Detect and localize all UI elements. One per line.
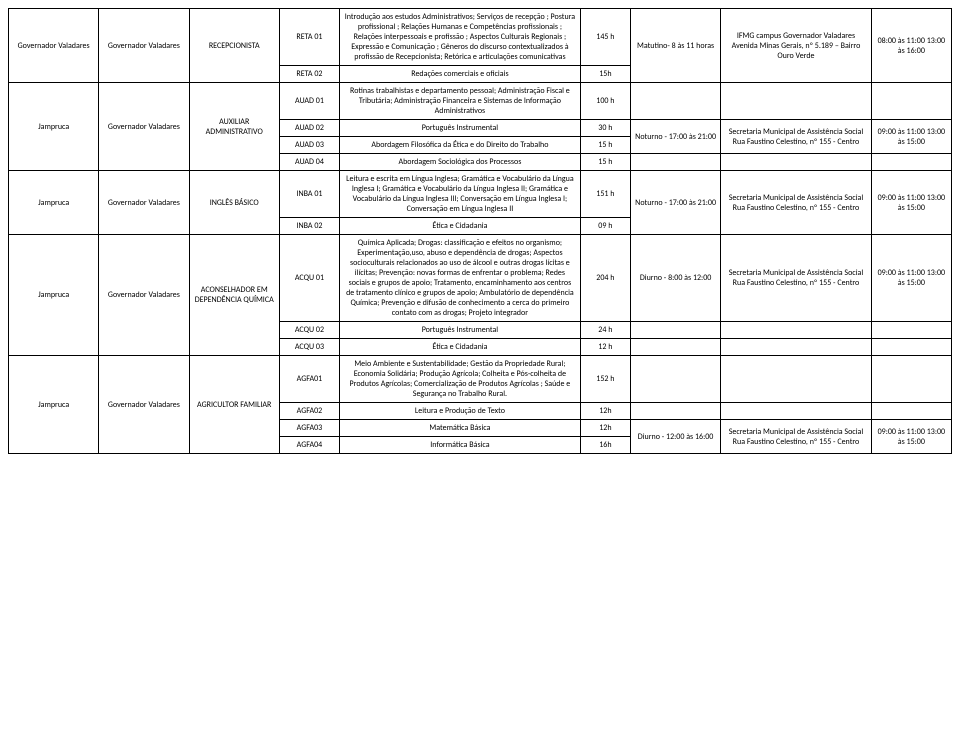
empty-cell (721, 403, 871, 420)
module-desc: Matemática Básica (340, 420, 581, 437)
empty-cell (871, 83, 951, 120)
module-code: AGFA01 (279, 356, 339, 403)
location-cell: Secretaria Municipal de Assistência Soci… (721, 171, 871, 235)
module-hours: 145 h (580, 9, 630, 66)
module-desc: Informática Básica (340, 437, 581, 454)
empty-cell (721, 83, 871, 120)
table-row: Governador ValadaresGovernador Valadares… (9, 9, 952, 66)
empty-cell (630, 356, 720, 403)
module-hours: 151 h (580, 171, 630, 218)
module-code: AGFA02 (279, 403, 339, 420)
empty-cell (871, 322, 951, 339)
region-cell: Governador Valadares (99, 235, 189, 356)
module-desc: Introdução aos estudos Administrativos; … (340, 9, 581, 66)
module-hours: 15 h (580, 154, 630, 171)
course-cell: INGLÊS BÁSICO (189, 171, 279, 235)
empty-cell (871, 403, 951, 420)
module-code: ACQU 02 (279, 322, 339, 339)
module-desc: Ética e Cidadania (340, 218, 581, 235)
course-cell: AGRICULTOR FAMILIAR (189, 356, 279, 454)
module-code: RETA 02 (279, 66, 339, 83)
time-cell: 08:00 às 11:00 13:00 às 16:00 (871, 9, 951, 83)
city-cell: Jampruca (9, 171, 99, 235)
module-code: AUAD 01 (279, 83, 339, 120)
module-desc: Rotinas trabalhistas e departamento pess… (340, 83, 581, 120)
empty-cell (630, 403, 720, 420)
location-cell: Secretaria Municipal de Assistência Soci… (721, 420, 871, 454)
table-row: JamprucaGovernador ValadaresAUXILIAR ADM… (9, 83, 952, 120)
module-desc: Abordagem Sociológica dos Processos (340, 154, 581, 171)
location-cell: IFMG campus Governador Valadares Avenida… (721, 9, 871, 83)
module-code: ACQU 03 (279, 339, 339, 356)
region-cell: Governador Valadares (99, 356, 189, 454)
empty-cell (721, 356, 871, 403)
module-hours: 152 h (580, 356, 630, 403)
shift-cell: Diurno - 12:00 às 16:00 (630, 420, 720, 454)
module-hours: 15 h (580, 137, 630, 154)
module-hours: 12h (580, 403, 630, 420)
module-code: AGFA03 (279, 420, 339, 437)
time-cell: 09:00 às 11:00 13:00 às 15:00 (871, 235, 951, 322)
empty-cell (721, 322, 871, 339)
module-code: INBA 01 (279, 171, 339, 218)
region-cell: Governador Valadares (99, 171, 189, 235)
module-desc: Ética e Cidadania (340, 339, 581, 356)
time-cell: 09:00 às 11:00 13:00 às 15:00 (871, 171, 951, 235)
module-code: AUAD 03 (279, 137, 339, 154)
module-desc: Leitura e escrita em Língua Inglesa; Gra… (340, 171, 581, 218)
module-hours: 12 h (580, 339, 630, 356)
course-table: Governador ValadaresGovernador Valadares… (8, 8, 952, 454)
empty-cell (721, 339, 871, 356)
empty-cell (630, 339, 720, 356)
location-cell: Secretaria Municipal de Assistência Soci… (721, 120, 871, 154)
module-code: AUAD 04 (279, 154, 339, 171)
module-code: RETA 01 (279, 9, 339, 66)
city-cell: Jampruca (9, 356, 99, 454)
empty-cell (871, 154, 951, 171)
table-row: JamprucaGovernador ValadaresAGRICULTOR F… (9, 356, 952, 403)
shift-cell: Diurno - 8:00 às 12:00 (630, 235, 720, 322)
empty-cell (630, 154, 720, 171)
course-cell: ACONSELHADOR EM DEPENDÊNCIA QUÍMICA (189, 235, 279, 356)
city-cell: Jampruca (9, 235, 99, 356)
module-desc: Meio Ambiente e Sustentabilidade; Gestão… (340, 356, 581, 403)
shift-cell: Matutino- 8 às 11 horas (630, 9, 720, 83)
time-cell: 09:00 às 11:00 13:00 às 15:00 (871, 420, 951, 454)
module-hours: 204 h (580, 235, 630, 322)
region-cell: Governador Valadares (99, 83, 189, 171)
module-hours: 30 h (580, 120, 630, 137)
location-cell: Secretaria Municipal de Assistência Soci… (721, 235, 871, 322)
empty-cell (630, 322, 720, 339)
module-desc: Leitura e Produção de Texto (340, 403, 581, 420)
time-cell: 09:00 às 11:00 13:00 às 15:00 (871, 120, 951, 154)
module-desc: Português Instrumental (340, 322, 581, 339)
module-code: ACQU 01 (279, 235, 339, 322)
empty-cell (630, 83, 720, 120)
city-cell: Governador Valadares (9, 9, 99, 83)
table-row: JamprucaGovernador ValadaresACONSELHADOR… (9, 235, 952, 322)
module-hours: 12h (580, 420, 630, 437)
course-cell: AUXILIAR ADMINISTRATIVO (189, 83, 279, 171)
module-hours: 16h (580, 437, 630, 454)
module-hours: 15h (580, 66, 630, 83)
module-code: AGFA04 (279, 437, 339, 454)
region-cell: Governador Valadares (99, 9, 189, 83)
module-hours: 100 h (580, 83, 630, 120)
module-desc: Redações comerciais e oficiais (340, 66, 581, 83)
module-code: AUAD 02 (279, 120, 339, 137)
shift-cell: Noturno - 17:00 às 21:00 (630, 171, 720, 235)
module-desc: Português Instrumental (340, 120, 581, 137)
city-cell: Jampruca (9, 83, 99, 171)
module-code: INBA 02 (279, 218, 339, 235)
shift-cell: Noturno - 17:00 às 21:00 (630, 120, 720, 154)
module-hours: 24 h (580, 322, 630, 339)
module-hours: 09 h (580, 218, 630, 235)
empty-cell (871, 356, 951, 403)
empty-cell (721, 154, 871, 171)
empty-cell (871, 339, 951, 356)
table-row: JamprucaGovernador ValadaresINGLÊS BÁSIC… (9, 171, 952, 218)
module-desc: Química Aplicada; Drogas: classificação … (340, 235, 581, 322)
course-cell: RECEPCIONISTA (189, 9, 279, 83)
module-desc: Abordagem Filosófica da Ética e do Direi… (340, 137, 581, 154)
